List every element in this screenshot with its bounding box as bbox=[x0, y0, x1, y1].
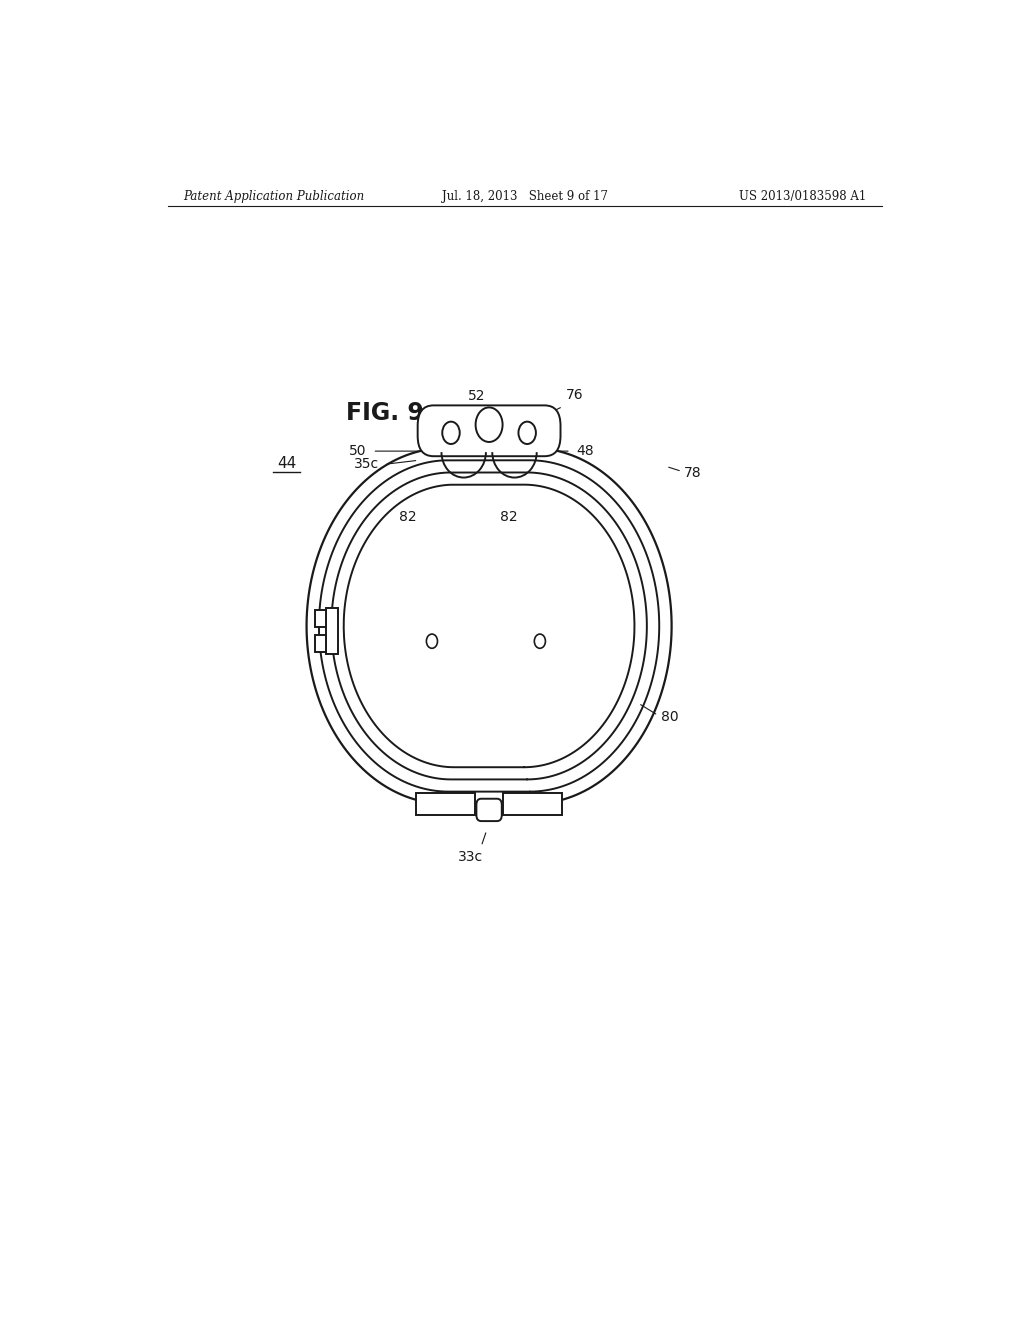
Circle shape bbox=[442, 421, 460, 444]
Text: Patent Application Publication: Patent Application Publication bbox=[183, 190, 365, 202]
Text: 82: 82 bbox=[500, 511, 518, 524]
Text: 48: 48 bbox=[577, 444, 594, 458]
Bar bbox=[504, 793, 562, 816]
Polygon shape bbox=[344, 484, 635, 767]
Text: FIG. 9: FIG. 9 bbox=[346, 400, 424, 425]
Circle shape bbox=[535, 634, 546, 648]
Text: 33c: 33c bbox=[459, 850, 483, 863]
Text: 80: 80 bbox=[662, 710, 679, 725]
Bar bbox=[326, 607, 338, 655]
Text: Jul. 18, 2013   Sheet 9 of 17: Jul. 18, 2013 Sheet 9 of 17 bbox=[441, 190, 608, 202]
Text: 82: 82 bbox=[398, 511, 416, 524]
Circle shape bbox=[475, 408, 503, 442]
Text: 50: 50 bbox=[348, 444, 367, 458]
Text: 52: 52 bbox=[468, 389, 486, 404]
Bar bbox=[315, 610, 326, 627]
Text: 44: 44 bbox=[278, 455, 296, 471]
FancyBboxPatch shape bbox=[476, 799, 502, 821]
Bar bbox=[315, 635, 326, 652]
Bar bbox=[416, 793, 475, 816]
Text: 78: 78 bbox=[684, 466, 701, 480]
Text: US 2013/0183598 A1: US 2013/0183598 A1 bbox=[738, 190, 866, 202]
Text: 35c: 35c bbox=[353, 457, 379, 471]
FancyBboxPatch shape bbox=[418, 405, 560, 457]
Text: 76: 76 bbox=[566, 388, 584, 403]
Circle shape bbox=[518, 421, 536, 444]
Circle shape bbox=[426, 634, 437, 648]
